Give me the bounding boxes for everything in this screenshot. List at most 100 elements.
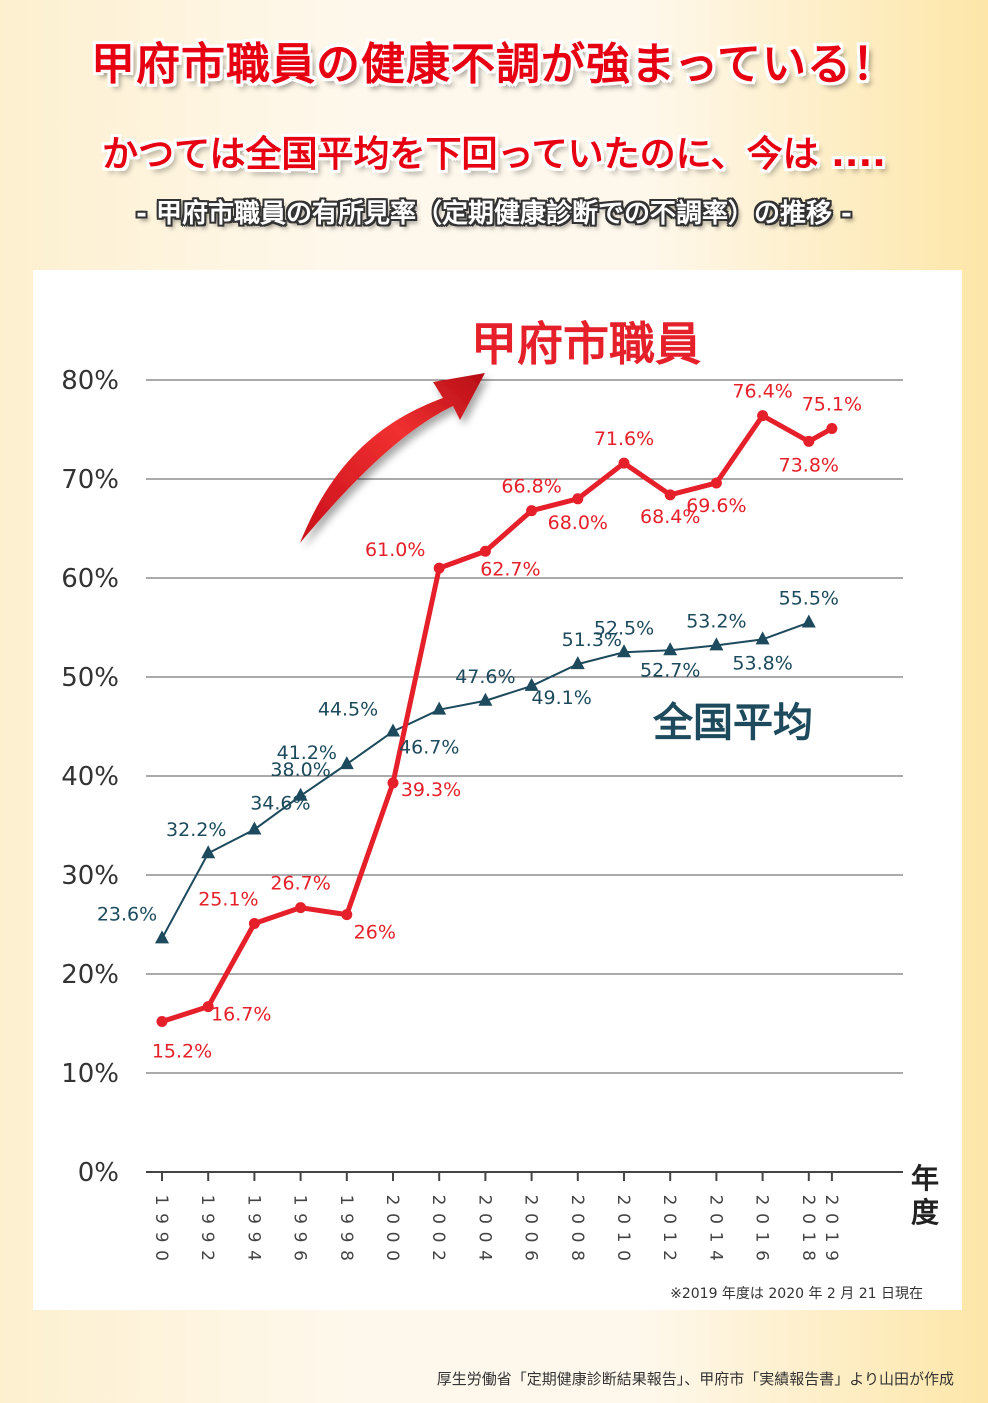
x-tick-digit: 6 [752, 1250, 772, 1261]
data-label-kofu-staff: 16.7% [211, 1004, 271, 1026]
source-credit: 厚生労働省「定期健康診断結果報告」、甲府市「実績報告書」より山田が作成 [436, 1370, 954, 1388]
y-tick-label: 50% [61, 663, 119, 693]
x-tick-digit: 9 [243, 1232, 263, 1243]
data-label-kofu-staff: 25.1% [198, 889, 258, 911]
x-axis: 1990199219941996199820002002200420062008… [151, 1172, 841, 1261]
data-label-national-average: 44.5% [318, 698, 378, 720]
x-tick-digit: 2 [705, 1195, 725, 1206]
x-tick-digit: 4 [243, 1250, 263, 1261]
y-tick-label: 40% [61, 762, 119, 792]
x-tick-digit: 0 [613, 1250, 633, 1261]
x-tick-digit: 0 [382, 1250, 402, 1261]
data-label-national-average: 52.7% [640, 659, 700, 681]
y-tick-label: 60% [61, 564, 119, 594]
x-tick-digit: 2 [428, 1250, 448, 1261]
x-tick-digit: 0 [382, 1213, 402, 1224]
x-tick-digit: 8 [336, 1250, 356, 1261]
triangle-marker [709, 637, 724, 651]
x-tick-digit: 9 [197, 1213, 217, 1224]
triangle-marker [155, 930, 169, 944]
x-axis-title: 年 [911, 1162, 939, 1195]
x-tick-digit: 6 [521, 1250, 541, 1261]
x-tick-digit: 9 [151, 1213, 171, 1224]
x-tick-digit: 9 [821, 1250, 841, 1261]
circle-marker [202, 1001, 214, 1013]
x-tick-digit: 9 [336, 1232, 356, 1243]
data-labels: 15.2% 16.7% 25.1% 26.7% 26% 39.3% 61.0% 62.7% 66… [97, 381, 862, 1063]
x-tick-digit: 0 [567, 1213, 587, 1224]
data-label-kofu-staff: 69.6% [686, 495, 746, 517]
y-tick-label: 30% [61, 861, 119, 891]
series-line-kofu-staff [161, 413, 834, 1024]
data-label-kofu-staff: 15.2% [152, 1041, 212, 1063]
circle-marker [295, 902, 307, 914]
x-tick-digit: 2 [382, 1195, 402, 1206]
series-title-kofu-staff: 甲府市職員 [471, 317, 701, 371]
y-tick-label: 0% [78, 1158, 119, 1188]
circle-marker [664, 489, 676, 501]
x-tick-digit: 1 [243, 1195, 263, 1206]
x-tick-digit: 8 [567, 1250, 587, 1261]
data-label-national-average: 41.2% [277, 742, 337, 764]
x-tick-digit: 2 [821, 1195, 841, 1206]
data-label-national-average: 38.0% [270, 759, 330, 781]
x-tick-digit: 9 [290, 1213, 310, 1224]
circle-marker [248, 918, 260, 930]
data-label-national-average: 47.6% [455, 666, 515, 688]
triangle-marker [339, 756, 354, 770]
x-tick-digit: 2 [798, 1195, 818, 1206]
data-label-national-average: 52.5% [594, 617, 654, 639]
line-chart: 0%10%20%30%40%50%60%70%80% 1990199219941… [61, 317, 939, 1302]
circle-marker [341, 909, 353, 921]
x-tick-digit: 9 [243, 1213, 263, 1224]
x-tick-digit: 0 [752, 1213, 772, 1224]
x-tick-digit: 9 [290, 1232, 310, 1243]
triangle-marker [663, 642, 678, 656]
data-label-national-average: 53.8% [732, 652, 792, 674]
x-tick-digit: 0 [428, 1232, 448, 1243]
data-label-kofu-staff: 68.4% [640, 506, 700, 528]
triangle-marker [755, 631, 770, 645]
x-tick-digit: 1 [821, 1232, 841, 1243]
data-label-national-average: 23.6% [97, 903, 157, 925]
x-tick-digit: 1 [197, 1195, 217, 1206]
series-title-national-average: 全国平均 [652, 700, 813, 746]
x-tick-digit: 0 [521, 1232, 541, 1243]
x-tick-digit: 2 [659, 1195, 679, 1206]
circle-marker [572, 493, 584, 505]
y-axis-ticks: 0% 10% 20% 30% 40% 50% 60% 70% 80% [61, 366, 119, 1188]
x-tick-digit: 0 [428, 1213, 448, 1224]
data-label-national-average: 53.2% [686, 610, 746, 632]
triangle-marker [247, 821, 262, 835]
x-tick-digit: 1 [336, 1195, 356, 1206]
x-tick-digit: 2 [197, 1250, 217, 1261]
data-label-national-average: 32.2% [166, 819, 226, 841]
x-tick-digit: 9 [336, 1213, 356, 1224]
x-tick-digit: 0 [821, 1213, 841, 1224]
data-label-kofu-staff: 61.0% [365, 539, 425, 561]
triangle-marker [478, 692, 493, 706]
x-tick-digit: 2 [752, 1195, 772, 1206]
x-tick-digit: 0 [613, 1213, 633, 1224]
y-tick-label: 70% [61, 465, 119, 495]
circle-marker [803, 435, 815, 447]
triangle-marker [524, 677, 539, 691]
x-tick-digit: 1 [151, 1195, 171, 1206]
data-label-kofu-staff: 68.0% [548, 512, 608, 534]
x-tick-digit: 4 [474, 1250, 494, 1261]
data-label-national-average: 46.7% [399, 737, 459, 759]
